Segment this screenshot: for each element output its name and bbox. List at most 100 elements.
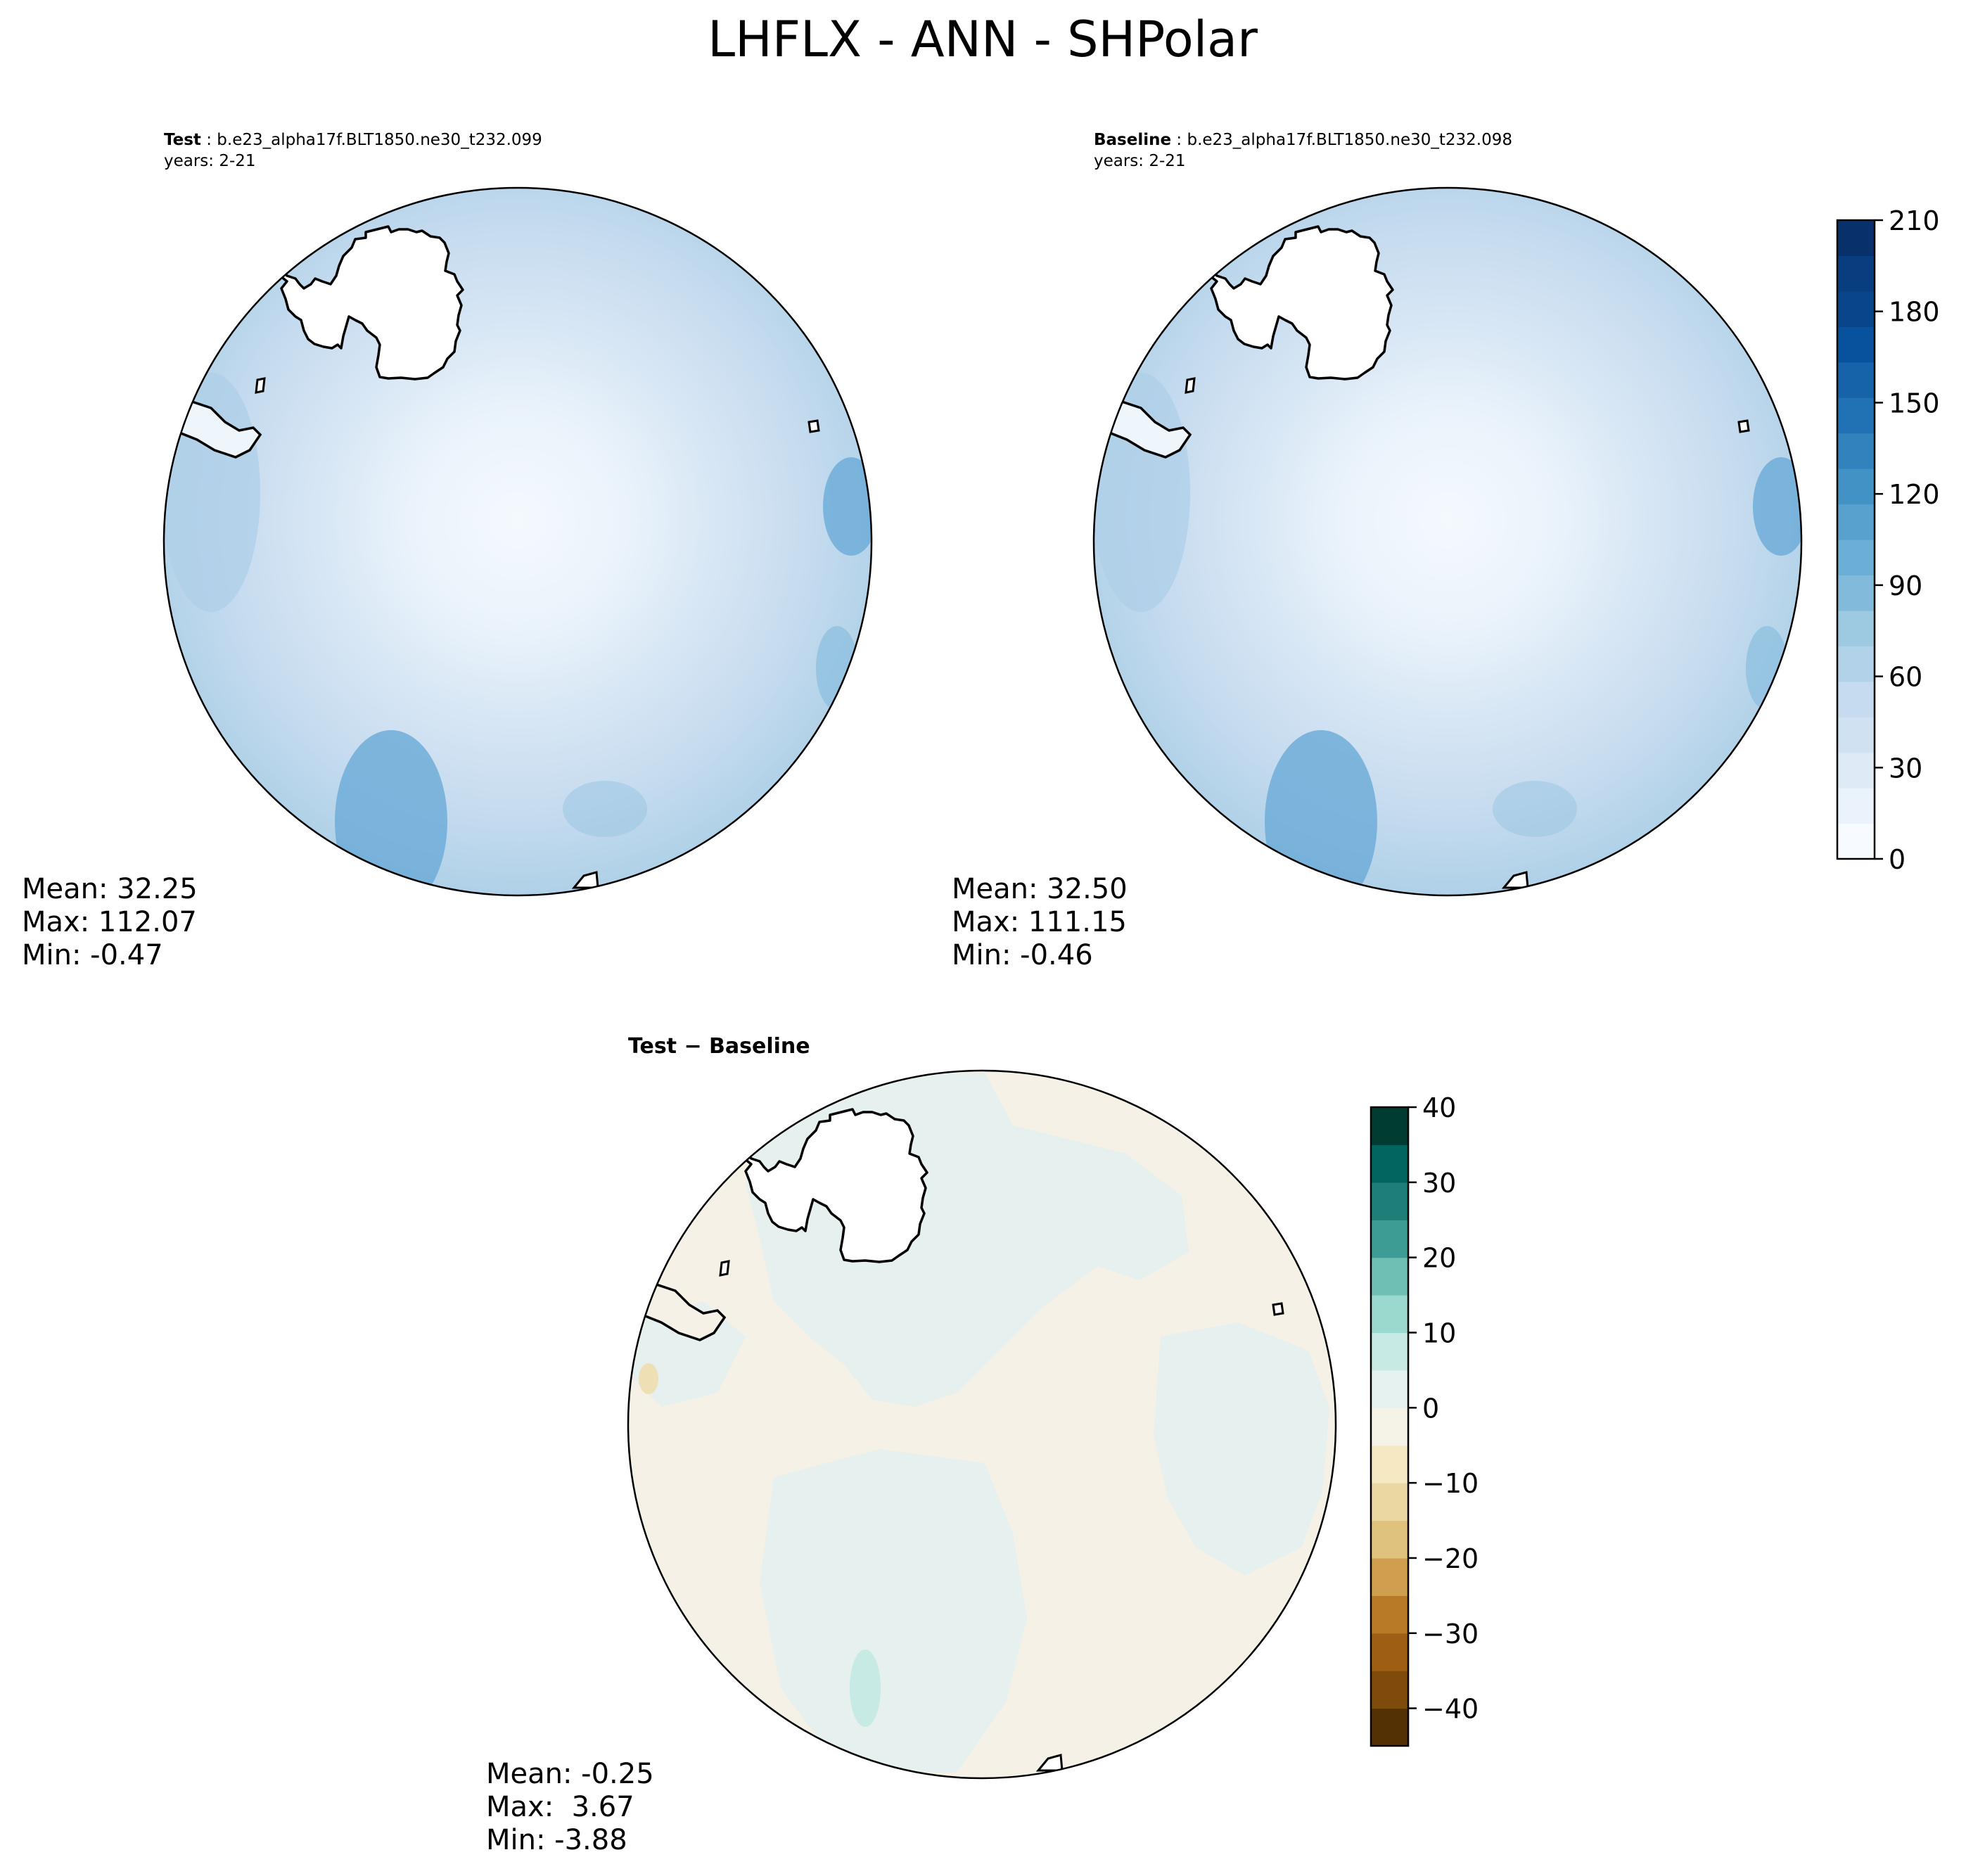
panel-test-max: Max: 112.07	[22, 906, 197, 938]
colorbar-main-level-6	[1837, 610, 1875, 646]
colorbar-diff-level-12	[1371, 1257, 1408, 1296]
colorbar-main-level-0	[1837, 823, 1875, 860]
panel-baseline-label-bold: Baseline	[1094, 131, 1171, 149]
map-diff	[628, 1071, 1336, 1778]
panel-baseline-label-case: : b.e23_alpha17f.BLT1850.ne30_t232.098	[1171, 131, 1512, 149]
colorbar-diff-tick-label: 10	[1422, 1317, 1456, 1348]
colorbar-diff-level-11	[1371, 1295, 1408, 1334]
map-test-patch-s	[563, 781, 647, 837]
colorbar-main-tick-label: 210	[1889, 205, 1940, 236]
colorbar-main-level-13	[1837, 362, 1875, 398]
map-test-island-east	[808, 419, 820, 433]
colorbar-main-tick-label: 30	[1889, 753, 1922, 784]
colorbar-diff-level-14	[1371, 1182, 1408, 1220]
colorbar-main-level-16	[1837, 255, 1875, 292]
colorbar-main-level-1	[1837, 788, 1875, 824]
map-diff-south-america	[641, 1282, 727, 1341]
colorbar-main-level-14	[1837, 326, 1875, 363]
map-baseline-patch-s	[1493, 781, 1577, 837]
colorbar-main-level-8	[1837, 540, 1875, 576]
colorbar-main-level-2	[1837, 752, 1875, 789]
map-test-island	[255, 377, 266, 394]
map-baseline-border	[1092, 186, 1803, 897]
colorbar-diff-level-6	[1371, 1483, 1408, 1521]
panel-diff-mean: Mean: -0.25	[486, 1758, 654, 1790]
colorbar-main-level-11	[1837, 433, 1875, 469]
map-baseline-island-east	[1737, 419, 1750, 433]
map-baseline-field	[1094, 188, 1801, 895]
map-diff-border	[627, 1069, 1337, 1780]
colorbar-diff-tick-label: 30	[1422, 1168, 1456, 1199]
colorbar-diff-level-15	[1371, 1144, 1408, 1183]
map-diff-positive-south	[760, 1449, 1027, 1773]
colorbar-main-tick-label: 120	[1889, 479, 1940, 510]
colorbar-main-tick-label: 90	[1889, 570, 1922, 601]
colorbar-diff-tick-label: −40	[1422, 1694, 1479, 1725]
colorbar-diff-tick-label: 0	[1422, 1393, 1439, 1424]
colorbar-main-tick-label: 60	[1889, 662, 1922, 693]
map-diff-positive-east	[1154, 1322, 1329, 1576]
panel-test: Test : b.e23_alpha17f.BLT1850.ne30_t232.…	[22, 131, 873, 971]
colorbar-diff-level-9	[1371, 1370, 1408, 1408]
colorbar-main-level-12	[1837, 397, 1875, 434]
figure-title: LHFLX - ANN - SHPolar	[708, 11, 1258, 68]
panel-test-label-case: : b.e23_alpha17f.BLT1850.ne30_t232.099	[201, 131, 542, 149]
colorbar-diff-tick-label: −20	[1422, 1543, 1479, 1574]
colorbar-main-tick-label: 0	[1889, 844, 1906, 875]
panel-baseline-years: years: 2-21	[1094, 152, 1186, 170]
map-diff-island-east	[1272, 1302, 1284, 1316]
map-baseline-island	[1185, 377, 1196, 394]
panel-test-mean: Mean: 32.25	[22, 873, 198, 905]
panel-diff-max: Max: 3.67	[486, 1791, 634, 1823]
colorbar-diff-level-10	[1371, 1332, 1408, 1371]
map-test-patch-se	[816, 626, 858, 710]
colorbar-diff-level-5	[1371, 1520, 1408, 1559]
colorbar-diff-level-2	[1371, 1633, 1408, 1671]
map-test-patch-e	[823, 457, 872, 556]
map-test-field	[164, 188, 872, 895]
colorbar-main-level-4	[1837, 681, 1875, 717]
colorbar-diff-tick-label: −30	[1422, 1619, 1479, 1650]
panel-test-min: Min: -0.47	[22, 939, 163, 971]
map-diff-island	[719, 1260, 730, 1277]
colorbar-diff-level-13	[1371, 1220, 1408, 1258]
colorbar-diff-tick-label: 20	[1422, 1243, 1456, 1274]
colorbar-main: 0 30 60 90 120 150 180 210	[1836, 205, 1940, 875]
colorbar-diff-tick-label: −10	[1422, 1468, 1479, 1499]
panel-diff-min: Min: -3.88	[486, 1824, 627, 1856]
colorbar-diff-level-7	[1371, 1445, 1408, 1483]
panel-test-years: years: 2-21	[164, 152, 256, 170]
map-baseline	[1094, 188, 1801, 895]
colorbar-main-frame	[1836, 219, 1876, 860]
panel-baseline-mean: Mean: 32.50	[952, 873, 1128, 905]
colorbar-main-level-15	[1837, 291, 1875, 327]
map-test-south-america	[177, 399, 262, 459]
map-test-border	[162, 186, 873, 897]
colorbar-main-tick-label: 180	[1889, 297, 1940, 328]
colorbar-diff-level-8	[1371, 1408, 1408, 1446]
panel-baseline-min: Min: -0.46	[952, 939, 1093, 971]
map-baseline-south-america	[1107, 399, 1192, 459]
map-baseline-patch-e	[1753, 457, 1801, 556]
panel-test-label: Test : b.e23_alpha17f.BLT1850.ne30_t232.…	[164, 131, 542, 149]
colorbar-diff-level-1	[1371, 1671, 1408, 1709]
map-test	[164, 188, 872, 895]
panel-diff: Test − Baseline Mean: -0.25 Max: 3.67 Mi…	[486, 1034, 1337, 1856]
panel-diff-label: Test − Baseline	[628, 1034, 810, 1059]
map-baseline-patch-sw	[1265, 730, 1377, 895]
colorbar-diff-level-4	[1371, 1557, 1408, 1596]
colorbar-diff-frame	[1370, 1106, 1410, 1747]
colorbar-main-level-10	[1837, 468, 1875, 505]
panel-baseline: Baseline : b.e23_alpha17f.BLT1850.ne30_t…	[952, 131, 1803, 971]
colorbar-main-level-7	[1837, 575, 1875, 611]
colorbar-main-level-3	[1837, 717, 1875, 753]
colorbar-diff: 40 30 20 10 0 −10 −20 −30 −40	[1370, 1092, 1479, 1747]
colorbar-main-level-5	[1837, 646, 1875, 682]
map-diff-positive-patch	[850, 1650, 881, 1727]
colorbar-main-level-9	[1837, 504, 1875, 540]
panel-baseline-label: Baseline : b.e23_alpha17f.BLT1850.ne30_t…	[1094, 131, 1512, 149]
panel-baseline-max: Max: 111.15	[952, 906, 1127, 938]
colorbar-diff-level-16	[1371, 1107, 1408, 1146]
map-baseline-patch-se	[1746, 626, 1788, 710]
